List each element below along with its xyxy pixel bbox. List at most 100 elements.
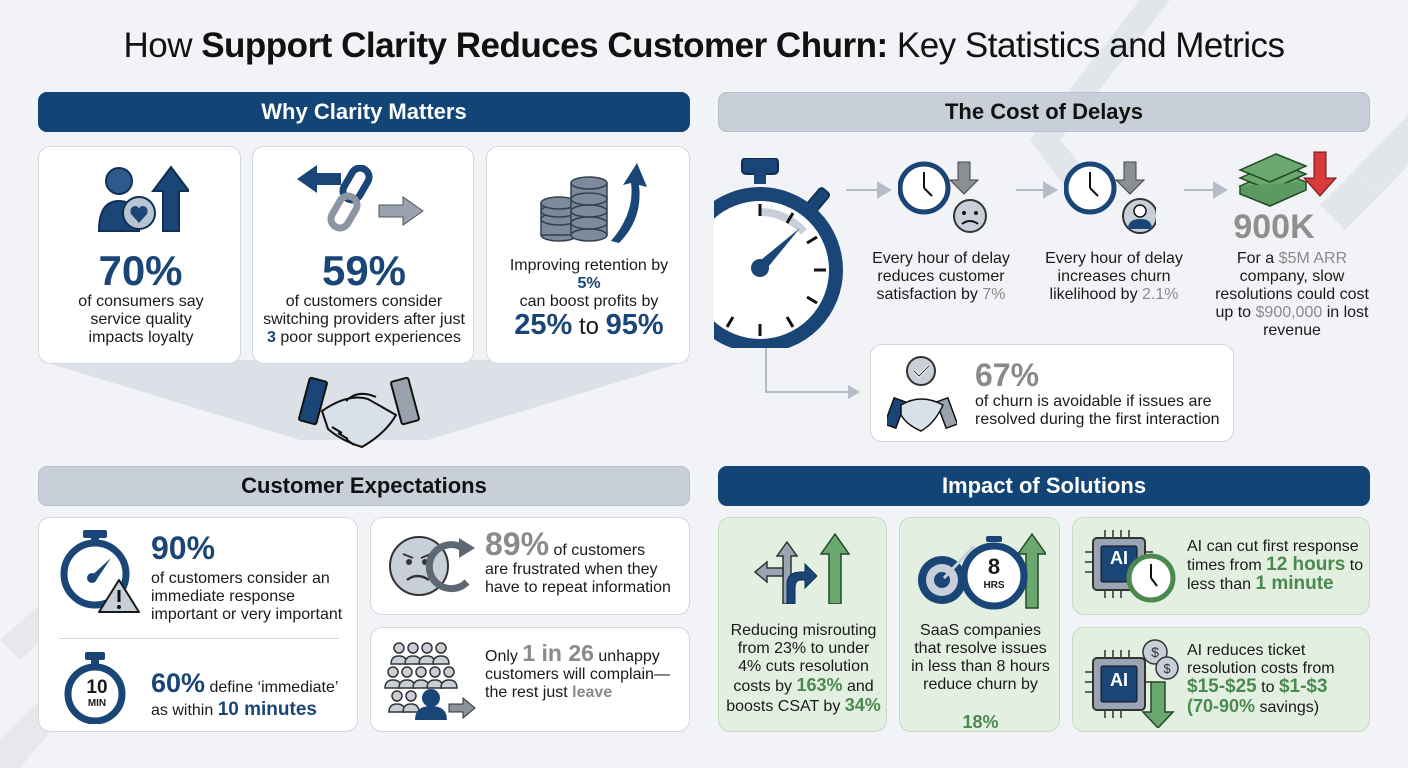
highlight: $1-$3 xyxy=(1278,676,1328,697)
first-contact-resolution-callout: 67% of churn is avoidable if issues are … xyxy=(870,344,1234,442)
text-part: are frustrated when they have to repeat … xyxy=(485,561,671,596)
text-part: in lost revenue xyxy=(1263,304,1369,339)
saas-resolution-card: 8 HRS SaaS companies that resolve issues… xyxy=(899,517,1060,732)
svg-text:$: $ xyxy=(1151,644,1159,660)
title-prefix: How xyxy=(123,26,202,65)
stat-value: 59% xyxy=(321,247,407,294)
clock-down-person-icon xyxy=(1064,161,1156,234)
text-part: Every hour of delay reduces customer sat… xyxy=(872,250,1010,303)
stat-description: of customers consider switching provider… xyxy=(261,293,467,347)
range-high: 95% xyxy=(605,309,664,341)
highlight: 5% xyxy=(577,275,601,292)
stat-description: of consumers say service quality impacts… xyxy=(78,293,204,346)
highlight: 12 hours xyxy=(1266,554,1346,575)
text-part: For a xyxy=(1236,250,1279,267)
chip-label: AI xyxy=(1110,670,1128,690)
text-part: AI reduces ticket resolution costs from xyxy=(1187,642,1335,677)
text-part: to xyxy=(1256,679,1279,696)
title-bold: Support Clarity Reduces Customer Churn: xyxy=(201,26,888,65)
immediate-stat: 90% xyxy=(151,530,216,566)
ai-response-text: AI can cut first response times from 12 … xyxy=(1187,538,1367,594)
section-header-customer-expectations: Customer Expectations xyxy=(38,466,690,506)
lost-revenue-stat: 900K xyxy=(1233,208,1315,246)
stat-card-loyalty: 70% of consumers say service quality imp… xyxy=(38,146,241,364)
text-part: of customers xyxy=(549,542,646,559)
response-time-card: 90% of customers consider an immediate r… xyxy=(38,517,358,732)
target-8hrs-timer-icon xyxy=(918,532,1046,610)
section-header-cost-of-delays: The Cost of Delays xyxy=(718,92,1370,132)
highlight: (70-90% xyxy=(1187,696,1256,716)
svg-text:$: $ xyxy=(1163,661,1171,676)
chip-label: AI xyxy=(1110,548,1128,568)
section-title: Customer Expectations xyxy=(241,473,487,498)
repeat-text: 89% of customers are frustrated when the… xyxy=(485,526,685,597)
text-part: poor support experiences xyxy=(275,329,461,346)
section-title: The Cost of Delays xyxy=(944,99,1144,124)
highlight: leave xyxy=(572,684,613,701)
highlight: $900,000 xyxy=(1255,304,1323,321)
person-heart-up-arrow-icon xyxy=(97,165,189,232)
text-part: AI can cut first response times from xyxy=(1187,538,1359,574)
handshake-icon xyxy=(298,376,420,449)
crowd-leaving-icon xyxy=(384,642,476,720)
page-title: How Support Clarity Reduces Customer Chu… xyxy=(0,26,1408,66)
delay-churn-text: Every hour of delay increases churn like… xyxy=(1034,250,1194,304)
delay-satisfaction-text: Every hour of delay reduces customer sat… xyxy=(866,250,1016,304)
stat-value: 70% xyxy=(98,247,183,294)
coin-stacks-up-arrow-icon xyxy=(540,163,647,243)
range-to: to xyxy=(572,313,606,340)
complaint-ratio-card: Only 1 in 26 unhappy customers will comp… xyxy=(370,627,690,732)
timer-label-top: 8 xyxy=(987,554,1001,579)
checkmark-handshake-icon xyxy=(887,356,957,432)
text-part: savings) xyxy=(1255,699,1320,716)
highlight: $5M ARR xyxy=(1278,250,1348,267)
stopwatch-icon xyxy=(714,158,843,348)
text-part: define ‘immediate’ xyxy=(205,679,339,696)
clock-down-angry-face-icon xyxy=(898,161,987,233)
ten-minute-text: 60% define ‘immediate’ as within 10 minu… xyxy=(151,668,361,721)
frustrated-face-repeat-icon xyxy=(389,536,475,596)
stat-card-retention: Improving retention by 5% can boost prof… xyxy=(486,146,690,364)
ai-chip-dollar-down-icon: $ $ xyxy=(1085,639,1179,728)
text-part: as within xyxy=(151,702,218,719)
text-part: unhappy customers will complain—the rest… xyxy=(485,648,670,701)
ai-cost-card: $ $ AI AI reduces ticket resolution cost… xyxy=(1072,627,1370,732)
range-low: 25% xyxy=(514,309,573,341)
misrouting-card: Reducing misrouting from 23% to under 4%… xyxy=(718,517,887,732)
callout-text: of churn is avoidable if issues are reso… xyxy=(975,393,1220,428)
complaint-text: Only 1 in 26 unhappy customers will comp… xyxy=(485,642,685,702)
text-part: Improving retention by xyxy=(509,257,669,274)
text-part: and boosts CSAT by xyxy=(726,678,874,715)
route-arrows-up-icon xyxy=(753,532,851,604)
highlight: $15-$25 xyxy=(1187,676,1257,697)
saas-stat: 18% xyxy=(962,712,999,732)
text-part: to less than xyxy=(1187,557,1364,593)
highlight: 2.1% xyxy=(1142,286,1179,303)
stat-value: 89% xyxy=(485,526,550,562)
repeat-information-card: 89% of customers are frustrated when the… xyxy=(370,517,690,615)
stat-description: Improving retention by 5% can boost prof… xyxy=(497,257,681,311)
highlight: 1 in 26 xyxy=(522,640,594,666)
section-header-impact-of-solutions: Impact of Solutions xyxy=(718,466,1370,506)
section-title: Why Clarity Matters xyxy=(261,99,467,124)
elbow-connector-arrow xyxy=(765,348,860,399)
ai-cost-text: AI reduces ticket resolution costs from … xyxy=(1187,642,1367,717)
ai-response-card: AI AI can cut first response times from … xyxy=(1072,517,1370,615)
misrouting-text: Reducing misrouting from 23% to under 4%… xyxy=(725,622,882,716)
lost-revenue-text: For a $5M ARR company, slow resolutions … xyxy=(1210,250,1374,340)
saas-text: SaaS companies that resolve issues in le… xyxy=(911,622,1050,693)
timer-label-bottom: HRS xyxy=(983,580,1005,591)
immediate-text: of customers consider an immediate respo… xyxy=(151,570,343,623)
stat-value: 60% xyxy=(151,668,206,698)
section-title: Impact of Solutions xyxy=(941,473,1147,498)
broken-chain-arrows-icon xyxy=(297,165,424,232)
highlight: 1 minute xyxy=(1255,573,1334,594)
profit-range: 25% to 95% xyxy=(487,309,691,342)
ten-minute-timer-icon xyxy=(64,652,126,724)
text-part: Reducing misrouting from 23% to under 4%… xyxy=(730,622,877,695)
stopwatch-warning-icon xyxy=(60,530,140,613)
timer-label-top: 10 xyxy=(86,677,108,698)
section-header-why-clarity: Why Clarity Matters xyxy=(38,92,690,132)
text-part: can boost profits by xyxy=(519,293,659,310)
highlight: 34% xyxy=(844,695,881,715)
